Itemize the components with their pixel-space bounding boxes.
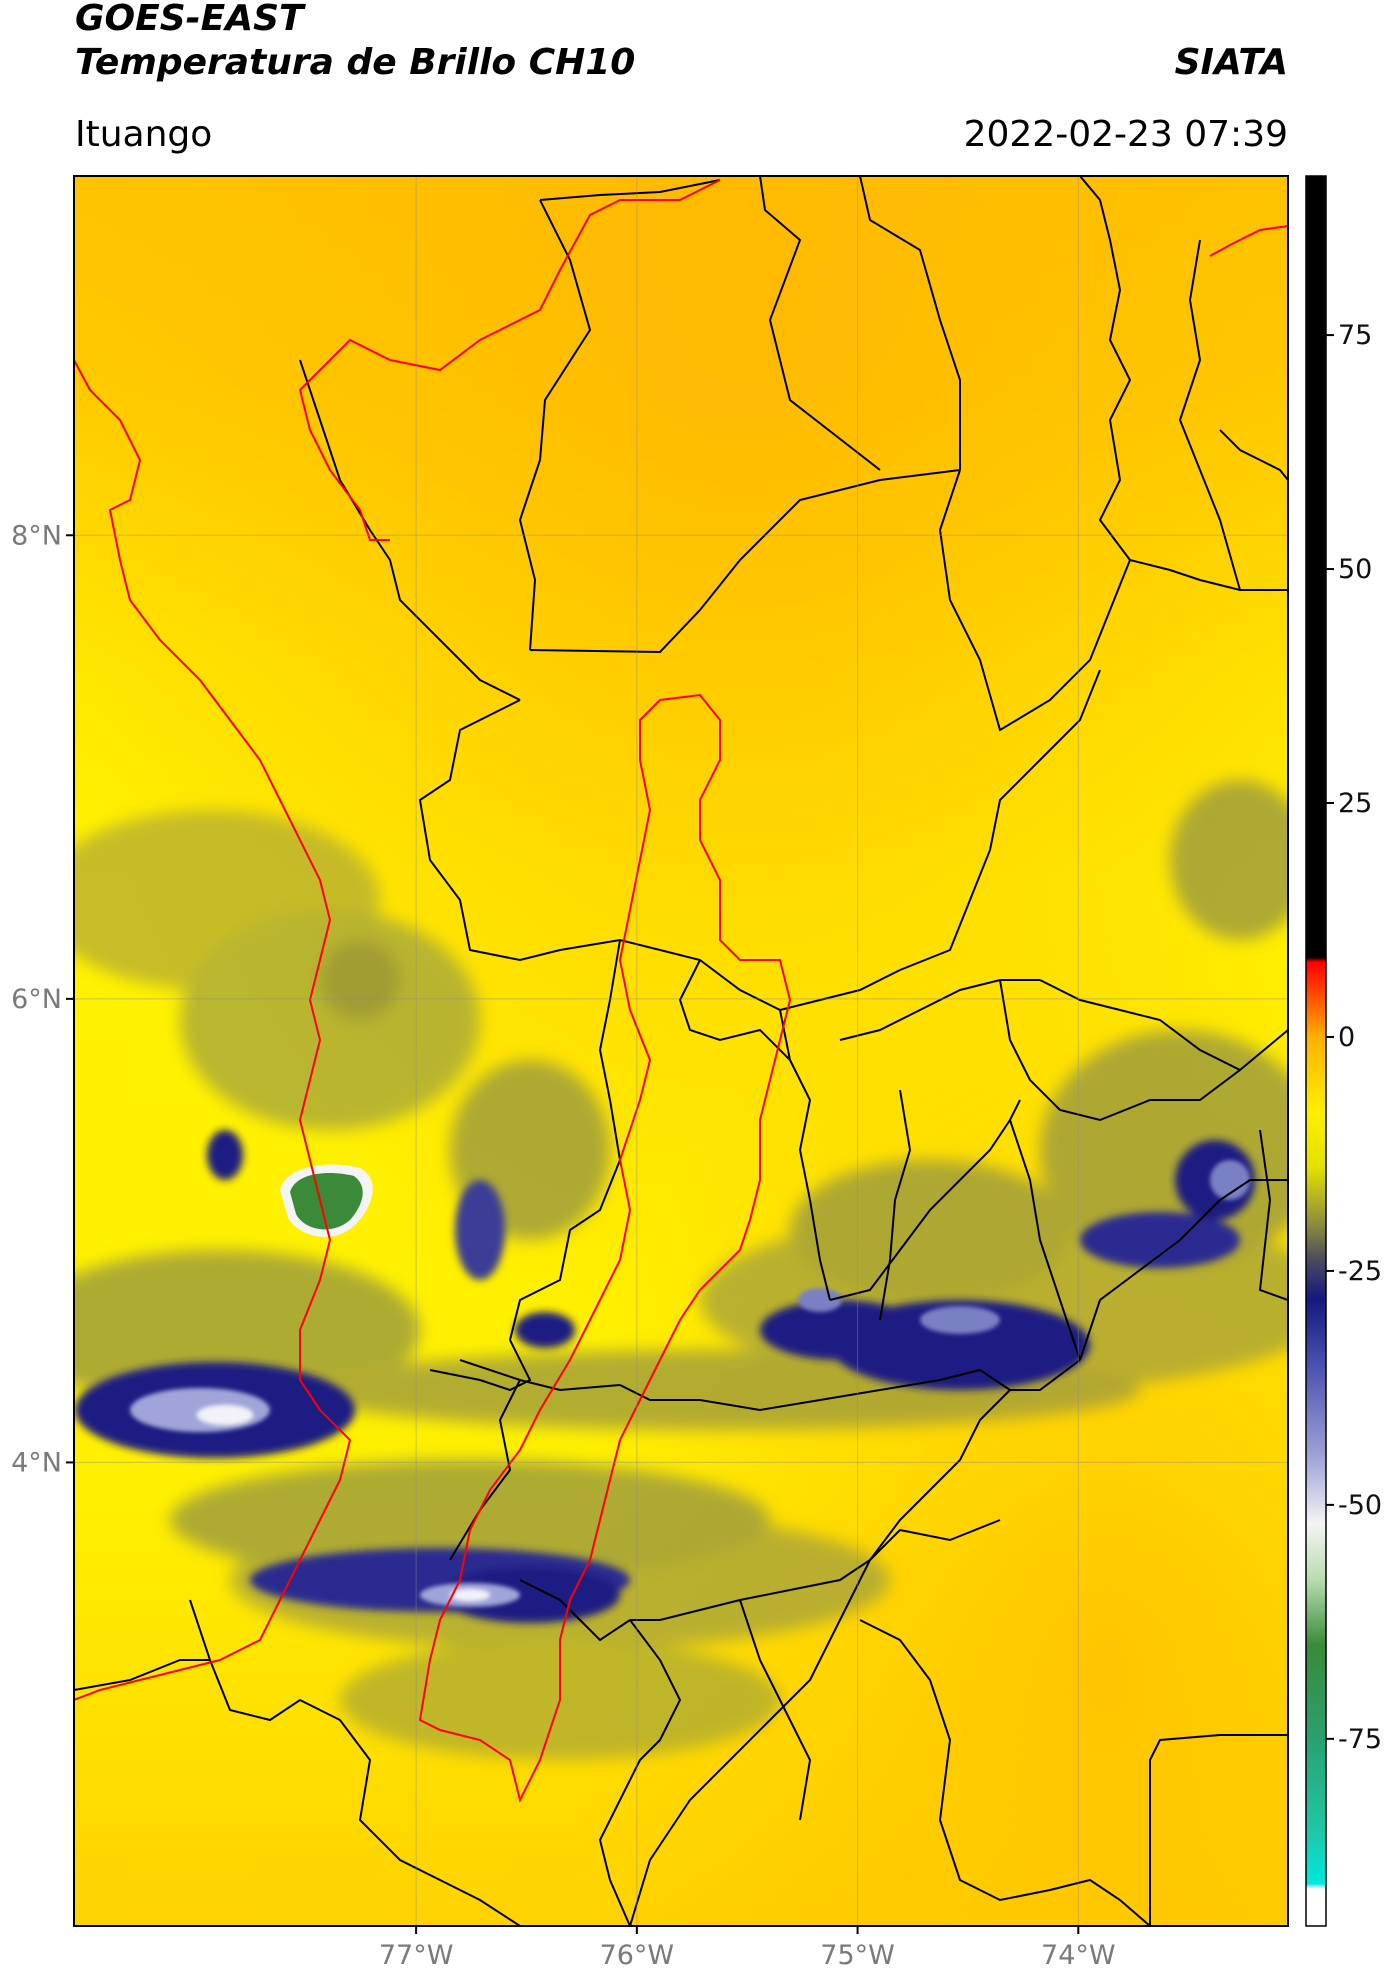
satellite-title: GOES-EAST [75,0,304,39]
longitude-ticks: 77°W 76°W 75°W 74°W [379,1926,1116,1971]
colorbar-tick-label-5: -50 [1338,1490,1382,1521]
map-panel [74,176,1288,1926]
map-frame [73,175,1289,1927]
colorbar-tick-label-6: -75 [1338,1724,1382,1755]
very-cold-cores [130,1160,1250,1607]
lat-tick-label-2: 4°N [11,1447,62,1478]
colorbar-tick-label-0: 75 [1338,320,1372,351]
colorbar-tick-label-2: 25 [1338,788,1372,819]
coastline-and-watershed [74,179,1288,1803]
lon-tick-label-3: 74°W [1041,1940,1116,1971]
department-borders [74,176,1288,1926]
region-label: Ituango [75,114,213,155]
brand-label: SIATA [1174,42,1288,83]
colorbar-tick-label-1: 50 [1338,554,1372,585]
product-title: Temperatura de Brillo CH10 [75,42,636,83]
lon-tick-label-2: 75°W [820,1940,895,1971]
lon-tick-label-0: 77°W [379,1940,454,1971]
colorbar-ticks: 75 50 25 0 -25 -50 -75 [1326,320,1382,1755]
lat-tick-label-1: 6°N [11,984,62,1015]
colorbar-bar [1305,175,1327,1927]
lon-tick-label-1: 76°W [600,1940,675,1971]
datetime-label: 2022-02-23 07:39 [963,114,1288,155]
green-overshoot [280,1164,373,1237]
lat-tick-label-0: 8°N [11,520,62,551]
latitude-ticks: 8°N 6°N 4°N [11,520,74,1478]
colorbar-tick-label-4: -25 [1338,1256,1382,1287]
graticule [74,176,1288,1926]
colorbar: 75 50 25 0 -25 -50 -75 [1305,175,1382,1927]
colorbar-tick-label-3: 0 [1338,1022,1355,1053]
